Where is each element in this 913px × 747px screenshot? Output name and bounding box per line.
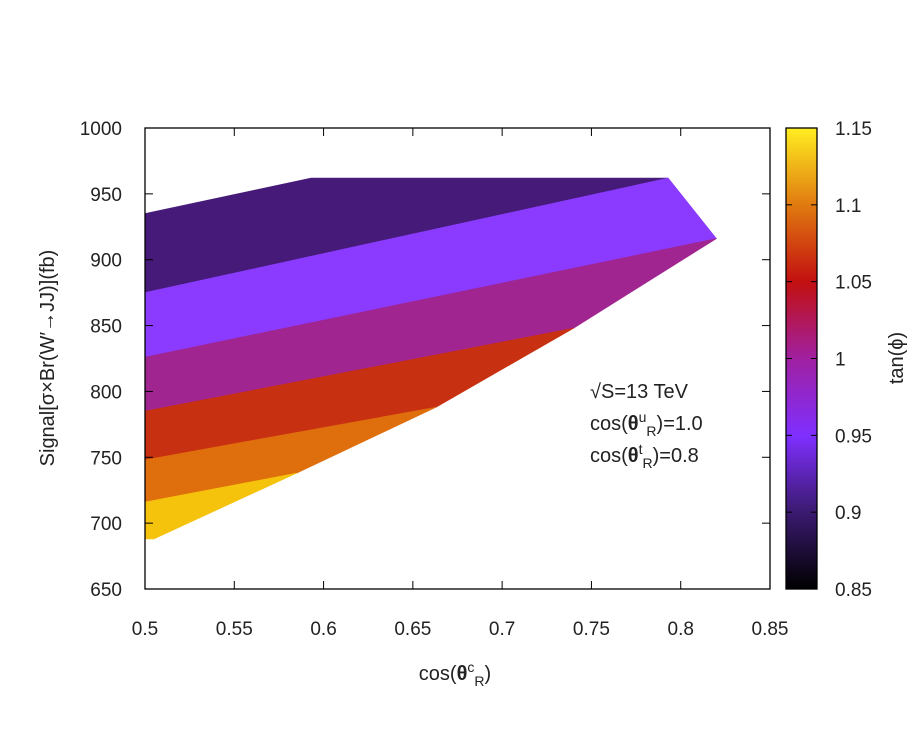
colorbar-tick-label: 0.85 xyxy=(835,580,872,601)
annotation-block: √S=13 TeV cos(θuR)=1.0 cos(θtR)=0.8 xyxy=(590,381,703,471)
annotation-theta-t: cos(θtR)=0.8 xyxy=(590,441,699,471)
x-tick-label: 0.85 xyxy=(752,619,789,640)
x-tick-label: 0.6 xyxy=(310,619,336,640)
y-tick-label: 700 xyxy=(90,514,122,535)
y-tick-label: 750 xyxy=(90,448,122,469)
plot-frame xyxy=(144,127,771,590)
colorbar-tick-label: 1.05 xyxy=(835,273,872,294)
colorbar-tick-label: 1 xyxy=(835,350,846,371)
y-tick-label: 850 xyxy=(90,317,122,338)
annotation-sqrt-s: √S=13 TeV xyxy=(590,381,689,403)
x-tick-label: 0.65 xyxy=(394,619,431,640)
y-tick-label: 800 xyxy=(90,382,122,403)
x-tick-label: 0.5 xyxy=(132,619,158,640)
colorbar-label: tan(ϕ) xyxy=(886,332,908,384)
x-tick-label: 0.8 xyxy=(668,619,694,640)
contour-bands xyxy=(144,177,717,540)
y-axis-ticks: 650 700 750 800 850 900 950 1000 xyxy=(80,119,770,601)
y-tick-label: 650 xyxy=(90,580,122,601)
x-axis-label: cos(θcR) xyxy=(419,659,491,689)
x-axis-ticks: 0.5 0.55 0.6 0.65 0.7 0.75 0.8 0.85 xyxy=(132,128,789,640)
colorbar-tick-label: 0.95 xyxy=(835,426,872,447)
y-tick-label: 900 xyxy=(90,251,122,272)
x-tick-label: 0.75 xyxy=(573,619,610,640)
annotation-theta-u: cos(θuR)=1.0 xyxy=(590,409,703,439)
y-tick-label: 950 xyxy=(90,185,122,206)
colorbar-tick-label: 0.9 xyxy=(835,503,861,524)
x-tick-label: 0.7 xyxy=(489,619,515,640)
y-axis-label: Signal[σ×Br(W′→JJ)](fb) xyxy=(37,250,59,467)
x-tick-label: 0.55 xyxy=(216,619,253,640)
y-tick-label: 1000 xyxy=(80,119,122,140)
colorbar-tick-label: 1.1 xyxy=(835,196,861,217)
colorbar-tick-label: 1.15 xyxy=(835,119,872,140)
colorbar-ticks: 0.85 0.9 0.95 1 1.05 1.1 1.15 xyxy=(786,119,872,601)
